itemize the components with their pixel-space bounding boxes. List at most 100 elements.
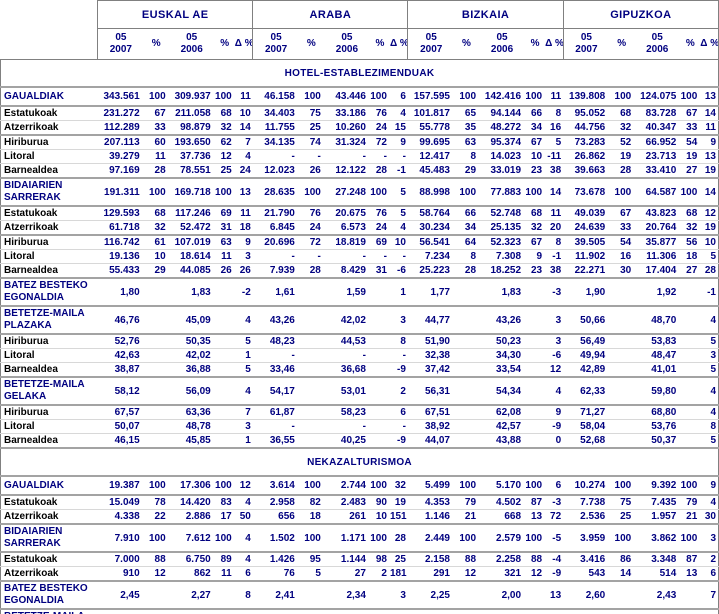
value-cell	[369, 405, 390, 420]
value-cell: 191.311	[97, 178, 144, 207]
value-cell: -	[369, 249, 390, 264]
value-cell: -9	[545, 566, 564, 582]
value-cell: 2,43	[634, 581, 681, 610]
value-cell: 3.416	[563, 552, 610, 567]
value-cell: 66	[454, 206, 480, 221]
value-cell	[143, 348, 169, 363]
row-label: Barnealdea	[0, 263, 98, 279]
value-cell: 48,23	[252, 334, 299, 349]
value-cell: 4	[700, 495, 719, 510]
table-row: Hiriburua 207.113 60 193.650 62 7 34.135 74 31.3…	[0, 135, 719, 150]
value-cell	[369, 581, 390, 610]
value-cell	[214, 334, 235, 349]
row-label: Barnealdea	[0, 433, 98, 449]
value-cell	[369, 278, 390, 307]
value-cell: 20.675	[323, 206, 370, 221]
table-corner	[0, 0, 98, 60]
value-cell: 99.695	[407, 135, 454, 150]
value-cell: 83	[214, 495, 235, 510]
value-cell	[143, 306, 169, 335]
value-cell: 100	[525, 476, 546, 496]
value-cell: 24	[369, 120, 390, 136]
value-cell: 77.883	[479, 178, 526, 207]
value-cell: 107.019	[168, 235, 215, 250]
value-cell: 41,01	[634, 362, 681, 378]
value-cell: 7.000	[97, 552, 144, 567]
value-cell: -6	[545, 348, 564, 363]
value-cell	[214, 278, 235, 307]
table-row: Litoral 42,63 42,02 1- - -32,38 34,30 -6 49,94 48…	[0, 348, 719, 363]
value-cell: 88	[143, 552, 169, 567]
value-cell: 38,87	[97, 362, 144, 378]
value-cell: 100	[454, 476, 480, 496]
value-cell: 12	[143, 566, 169, 582]
value-cell: 69	[214, 206, 235, 221]
value-cell: 42,57	[479, 419, 526, 434]
value-cell: 40,25	[323, 433, 370, 449]
value-cell: 17.404	[634, 263, 681, 279]
value-cell: 28.635	[252, 178, 299, 207]
value-cell: 2,60	[563, 581, 610, 610]
value-cell: -	[252, 249, 299, 264]
region-header-1: EUSKAL AE	[97, 0, 254, 29]
row-label: Estatukoak	[0, 495, 98, 510]
value-cell: -	[298, 149, 324, 164]
value-cell: 27	[680, 263, 701, 279]
value-cell: 5	[700, 334, 719, 349]
value-cell: 54	[609, 235, 635, 250]
value-cell: 309.937	[168, 87, 215, 107]
column-header: 05 2006	[479, 28, 526, 60]
section-title: NEKAZALTURISMOA	[0, 447, 719, 477]
value-cell: 73.678	[563, 178, 610, 207]
column-header: %	[214, 28, 235, 60]
value-cell: 3	[545, 306, 564, 335]
value-cell: 23	[525, 163, 546, 179]
row-label: Litoral	[0, 348, 98, 363]
value-cell: 25	[609, 509, 635, 525]
value-cell: 50,07	[97, 419, 144, 434]
value-cell: 11	[234, 87, 253, 107]
value-cell: 45,09	[168, 306, 215, 335]
row-label: Hiriburua	[0, 334, 98, 349]
value-cell	[214, 405, 235, 420]
value-cell: 6	[545, 476, 564, 496]
row-label: BATEZ BESTEKO EGONALDIA	[0, 278, 98, 307]
value-cell: 37.736	[168, 149, 215, 164]
value-cell: 2.449	[407, 524, 454, 553]
value-cell: 54,17	[252, 377, 299, 406]
value-cell: 11	[214, 566, 235, 582]
value-cell: 100	[369, 87, 390, 107]
value-cell: 83.728	[634, 106, 681, 121]
value-cell: 11	[545, 87, 564, 107]
table-row: Hiriburua 116.742 61 107.019 63 9 20.696 72 18.8…	[0, 235, 719, 250]
value-cell: 3	[389, 306, 408, 335]
value-cell: 668	[479, 509, 526, 525]
value-cell: 6.573	[323, 220, 370, 236]
value-cell	[454, 278, 480, 307]
value-cell: 59,80	[634, 377, 681, 406]
value-cell: -	[323, 419, 370, 434]
value-cell: 56,09	[168, 377, 215, 406]
value-cell: 46,76	[97, 306, 144, 335]
value-cell: 5	[234, 334, 253, 349]
value-cell: 100	[143, 476, 169, 496]
value-cell: 62,08	[479, 405, 526, 420]
value-cell	[143, 377, 169, 406]
value-cell: 32,38	[407, 348, 454, 363]
value-cell: 32	[609, 120, 635, 136]
value-cell: 2,25	[407, 581, 454, 610]
value-cell: 64	[454, 235, 480, 250]
value-cell: 862	[168, 566, 215, 582]
value-cell: 129.593	[97, 206, 144, 221]
value-cell: 27.248	[323, 178, 370, 207]
value-cell: -3	[234, 609, 253, 614]
section-title: HOTEL-ESTABLEZIMENDUAK	[0, 59, 719, 88]
value-cell: 100	[680, 476, 701, 496]
column-header: %	[143, 28, 169, 60]
value-cell	[525, 377, 546, 406]
value-cell: 5	[389, 206, 408, 221]
column-header: %	[609, 28, 635, 60]
value-cell: 29	[454, 163, 480, 179]
value-cell: 12.122	[323, 163, 370, 179]
